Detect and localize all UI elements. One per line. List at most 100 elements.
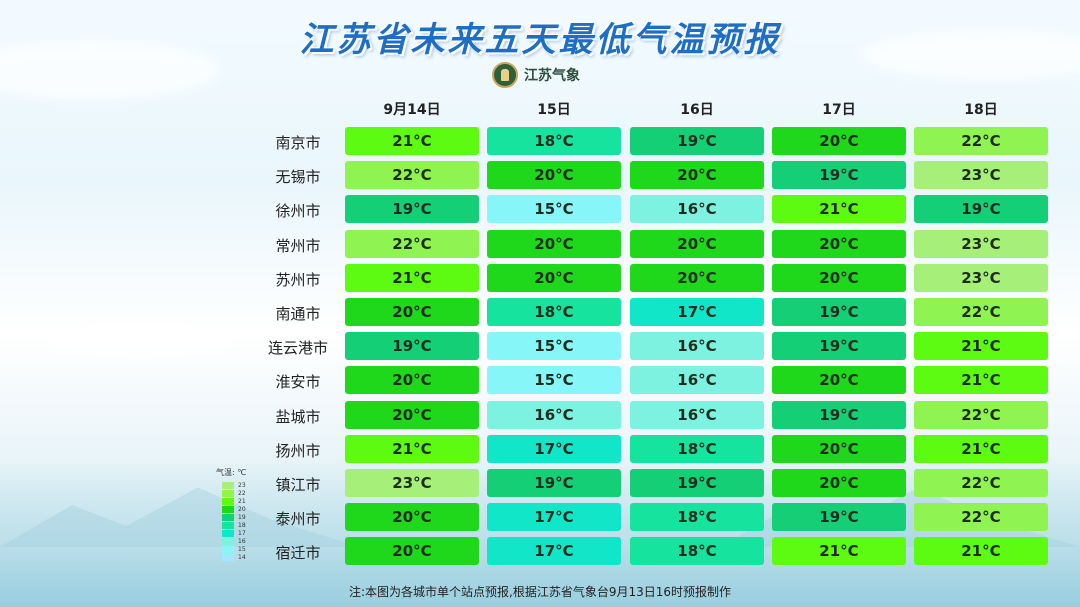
city-label: 南京市 xyxy=(275,134,321,152)
city-label: 苏州市 xyxy=(275,271,321,289)
page-title: 江苏省未来五天最低气温预报 xyxy=(299,20,781,60)
temperature-cell: 17°C xyxy=(487,537,621,565)
temperature-cell: 16°C xyxy=(630,332,764,360)
city-label: 徐州市 xyxy=(275,202,321,220)
legend-label: 21 xyxy=(238,498,246,505)
background-cloud xyxy=(40,320,240,360)
temperature-cell: 22°C xyxy=(914,503,1048,531)
temperature-cell: 16°C xyxy=(630,195,764,223)
footnote: 注:本图为各城市单个站点预报,根据江苏省气象台9月13日16时预报制作 xyxy=(348,585,732,599)
legend-label: 20 xyxy=(238,506,246,513)
legend-swatch xyxy=(222,498,234,505)
city-label: 泰州市 xyxy=(275,510,321,528)
city-label: 常州市 xyxy=(275,237,321,255)
temperature-cell: 18°C xyxy=(630,537,764,565)
legend-label: 22 xyxy=(238,490,246,497)
legend-swatch xyxy=(222,522,234,529)
temperature-cell: 18°C xyxy=(487,298,621,326)
temperature-cell: 17°C xyxy=(487,435,621,463)
temperature-cell: 19°C xyxy=(914,195,1048,223)
temperature-cell: 21°C xyxy=(345,264,479,292)
temperature-cell: 16°C xyxy=(630,401,764,429)
temperature-cell: 21°C xyxy=(914,537,1048,565)
logo: 江苏气象 xyxy=(492,62,580,88)
logo-text: 江苏气象 xyxy=(524,68,580,84)
temperature-cell: 23°C xyxy=(914,230,1048,258)
temperature-cell: 20°C xyxy=(487,161,621,189)
legend-label: 19 xyxy=(238,514,246,521)
city-label: 无锡市 xyxy=(275,168,321,186)
legend-label: 23 xyxy=(238,482,246,489)
legend-swatch xyxy=(222,538,234,545)
temperature-cell: 22°C xyxy=(345,230,479,258)
temperature-cell: 20°C xyxy=(772,366,906,394)
day-header: 16日 xyxy=(680,102,714,118)
temperature-cell: 22°C xyxy=(914,127,1048,155)
city-label: 盐城市 xyxy=(275,408,321,426)
legend-swatch xyxy=(222,514,234,521)
temperature-cell: 19°C xyxy=(772,332,906,360)
background-cloud xyxy=(0,40,220,100)
temperature-cell: 19°C xyxy=(345,332,479,360)
temperature-cell: 20°C xyxy=(345,401,479,429)
day-header: 18日 xyxy=(964,102,998,118)
temperature-cell: 22°C xyxy=(914,469,1048,497)
background-cloud xyxy=(860,30,1080,80)
city-label: 连云港市 xyxy=(267,339,328,357)
legend-label: 15 xyxy=(238,546,246,553)
temperature-cell: 20°C xyxy=(772,469,906,497)
legend-swatch xyxy=(222,554,234,561)
logo-emblem-icon xyxy=(492,62,518,88)
temperature-cell: 16°C xyxy=(487,401,621,429)
temperature-cell: 19°C xyxy=(772,503,906,531)
temperature-cell: 23°C xyxy=(345,469,479,497)
temperature-cell: 21°C xyxy=(914,435,1048,463)
legend-label: 16 xyxy=(238,538,246,545)
temperature-cell: 20°C xyxy=(345,537,479,565)
temperature-cell: 15°C xyxy=(487,195,621,223)
legend-swatch xyxy=(222,482,234,489)
temperature-cell: 20°C xyxy=(772,264,906,292)
temperature-cell: 20°C xyxy=(345,366,479,394)
temperature-cell: 22°C xyxy=(345,161,479,189)
temperature-cell: 20°C xyxy=(487,230,621,258)
temperature-cell: 18°C xyxy=(630,435,764,463)
temperature-cell: 21°C xyxy=(772,537,906,565)
temperature-cell: 19°C xyxy=(630,469,764,497)
temperature-cell: 20°C xyxy=(487,264,621,292)
temperature-cell: 16°C xyxy=(630,366,764,394)
temperature-cell: 19°C xyxy=(772,401,906,429)
temperature-cell: 20°C xyxy=(345,503,479,531)
temperature-cell: 23°C xyxy=(914,161,1048,189)
day-header: 9月14日 xyxy=(383,102,441,118)
temperature-cell: 19°C xyxy=(772,161,906,189)
legend-swatch xyxy=(222,506,234,513)
city-label: 淮安市 xyxy=(275,373,321,391)
temperature-cell: 20°C xyxy=(772,127,906,155)
temperature-cell: 20°C xyxy=(630,264,764,292)
temperature-cell: 19°C xyxy=(772,298,906,326)
legend-label: 14 xyxy=(238,554,246,561)
city-label: 宿迁市 xyxy=(275,544,321,562)
legend-swatch xyxy=(222,490,234,497)
temperature-cell: 19°C xyxy=(345,195,479,223)
temperature-cell: 22°C xyxy=(914,401,1048,429)
temperature-cell: 21°C xyxy=(914,366,1048,394)
city-label: 扬州市 xyxy=(275,442,321,460)
city-label: 镇江市 xyxy=(275,476,321,494)
city-label: 南通市 xyxy=(275,305,321,323)
legend-label: 18 xyxy=(238,522,246,529)
temperature-cell: 20°C xyxy=(345,298,479,326)
temperature-cell: 20°C xyxy=(630,230,764,258)
day-header: 15日 xyxy=(537,102,571,118)
temperature-cell: 22°C xyxy=(914,298,1048,326)
temperature-cell: 15°C xyxy=(487,332,621,360)
temperature-cell: 15°C xyxy=(487,366,621,394)
temperature-cell: 21°C xyxy=(345,435,479,463)
temperature-cell: 21°C xyxy=(914,332,1048,360)
day-header: 17日 xyxy=(822,102,856,118)
temperature-cell: 20°C xyxy=(772,435,906,463)
legend-title: 气温: ℃ xyxy=(216,468,247,477)
temperature-cell: 20°C xyxy=(630,161,764,189)
legend-swatch xyxy=(222,530,234,537)
